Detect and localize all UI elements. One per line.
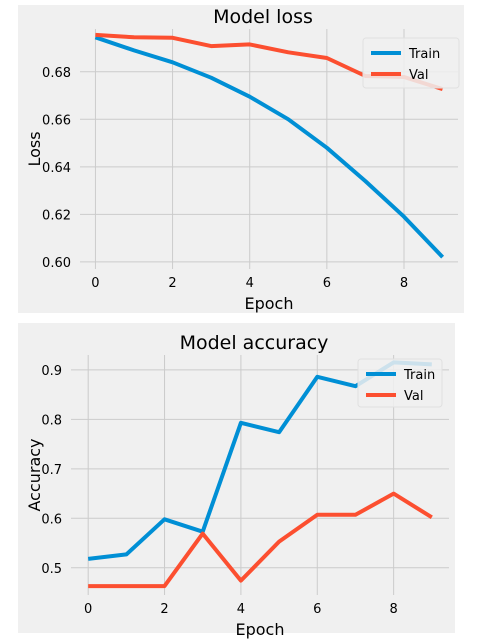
y-tick-label: 0.9 [41, 364, 62, 379]
y-tick-label: 0.8 [41, 413, 62, 428]
y-axis-label: Loss [25, 131, 44, 166]
x-tick-label: 4 [237, 602, 245, 617]
accuracy-chart: 0 2 4 6 8 0.5 0.6 0.7 0.8 0.9 Model accuracy Epoch A… [25, 332, 449, 639]
x-tick-label: 2 [168, 276, 176, 291]
series-line-val [88, 491, 433, 589]
y-tick-label: 0.6 [41, 512, 62, 527]
y-tick-label: 0.66 [42, 113, 71, 128]
y-tick-label: 0.62 [42, 208, 71, 223]
x-tick-label: 8 [389, 602, 397, 617]
loss-chart-panel: 0 2 4 6 8 0.60 0.62 0.64 0.66 0.68 Model loss Epoch… [18, 5, 464, 313]
y-tick-label: 0.68 [42, 66, 71, 81]
x-tick-label: 8 [400, 276, 408, 291]
legend-label-val: Val [404, 389, 423, 404]
x-axis-label: Epoch [245, 294, 294, 313]
x-tick-label: 0 [91, 276, 99, 291]
legend-label-val: Val [409, 68, 428, 83]
legend-label-train: Train [403, 368, 435, 383]
y-tick-label: 0.60 [42, 256, 71, 271]
x-tick-label: 4 [246, 276, 254, 291]
x-tick-label: 6 [323, 276, 331, 291]
chart-title: Model accuracy [180, 332, 329, 354]
legend-box [357, 358, 443, 408]
y-tick-label: 0.5 [41, 562, 62, 577]
y-tick-label: 0.64 [42, 161, 71, 176]
x-tick-label: 2 [160, 602, 168, 617]
loss-chart: 0 2 4 6 8 0.60 0.62 0.64 0.66 0.68 Model loss Epoch… [25, 6, 460, 313]
y-axis-label: Accuracy [25, 438, 44, 511]
legend-label-train: Train [408, 47, 440, 62]
chart-title: Model loss [213, 6, 313, 28]
x-tick-label: 6 [313, 602, 321, 617]
x-tick-label: 0 [84, 602, 92, 617]
series-line-train [94, 35, 445, 259]
accuracy-chart-panel: 0 2 4 6 8 0.5 0.6 0.7 0.8 0.9 Model accuracy Epoch A… [18, 323, 455, 639]
y-tick-label: 0.7 [41, 463, 62, 478]
x-axis-label: Epoch [236, 620, 285, 639]
